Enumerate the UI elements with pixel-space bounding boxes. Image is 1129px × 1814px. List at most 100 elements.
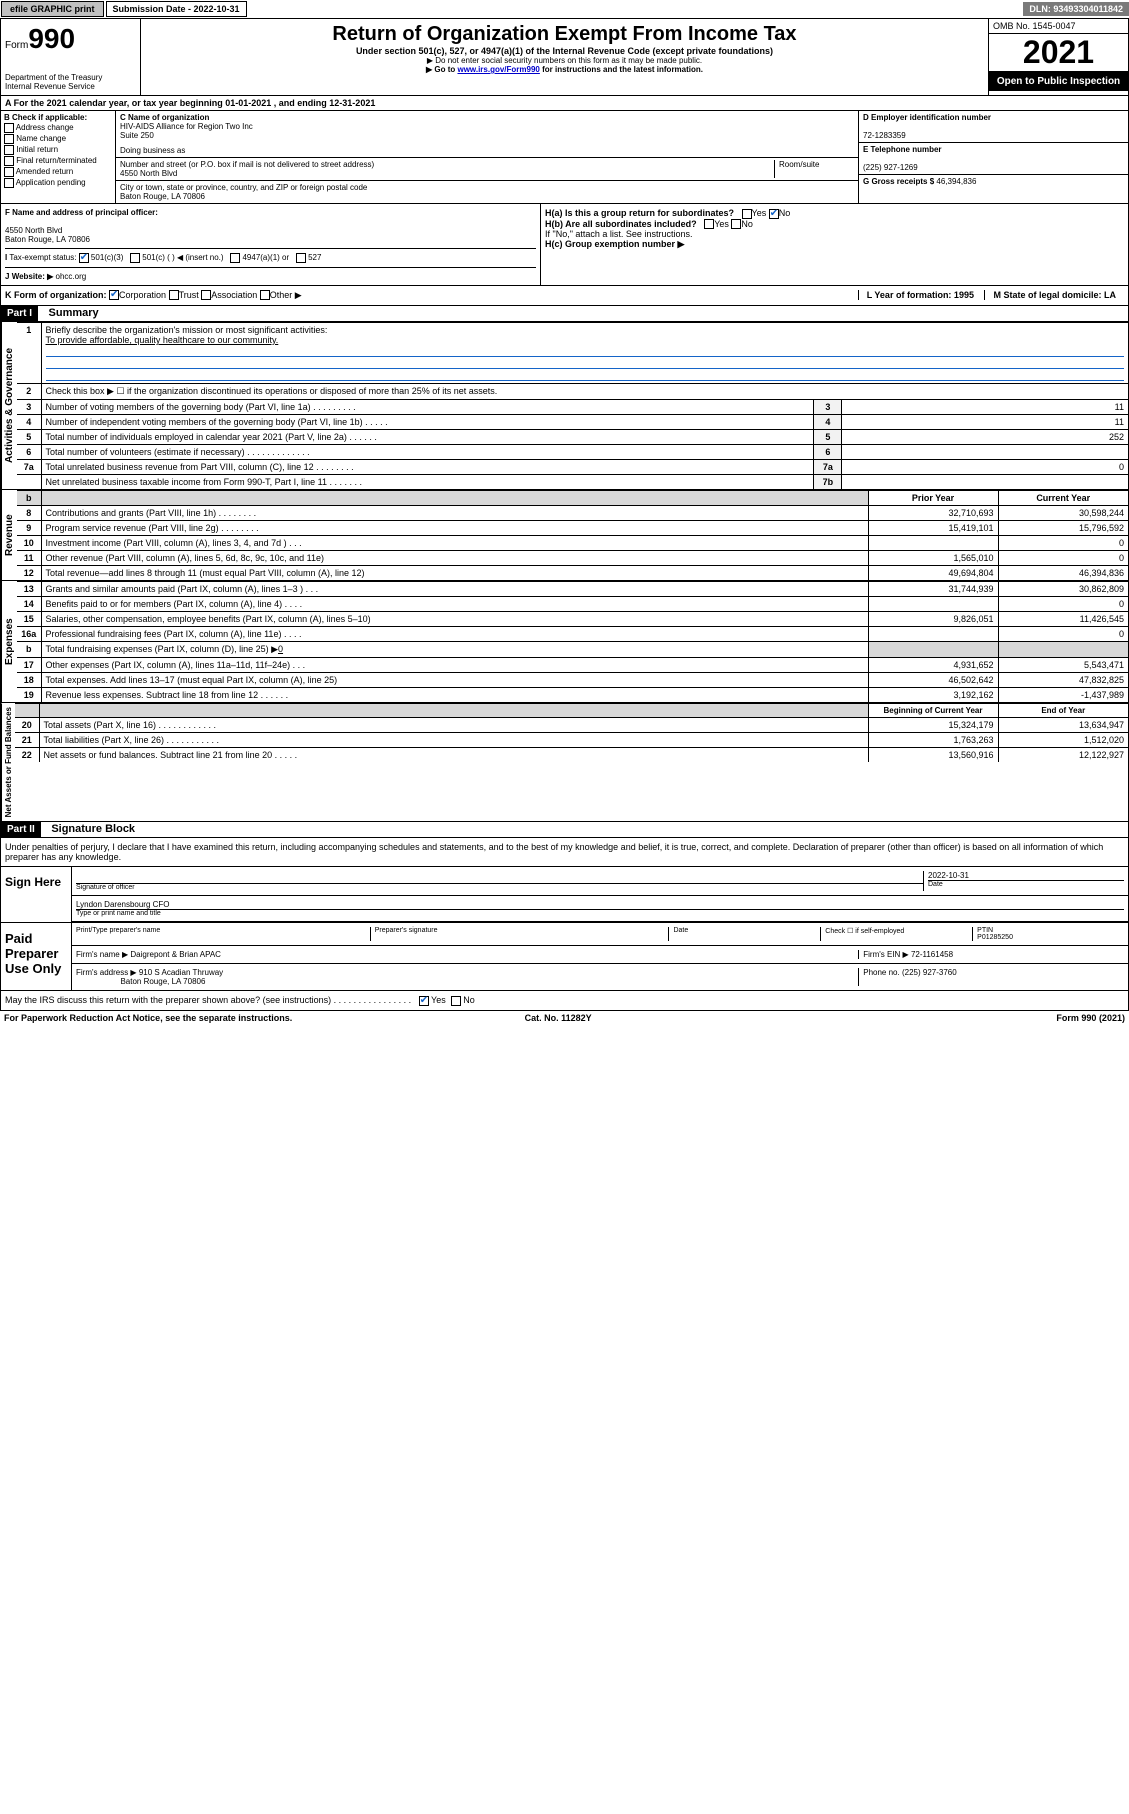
boy-hdr: Beginning of Current Year bbox=[868, 704, 998, 718]
officer-name: Lyndon Darensbourg CFO bbox=[76, 900, 170, 909]
firm-name-label: Firm's name ▶ bbox=[76, 950, 128, 959]
line-20: Total assets (Part X, line 16) . . . . .… bbox=[39, 718, 868, 733]
line-2: Check this box ▶ ☐ if the organization d… bbox=[41, 384, 1128, 400]
g-label: G Gross receipts $ bbox=[863, 177, 934, 186]
val-4: 11 bbox=[842, 415, 1128, 430]
cb-501c[interactable] bbox=[130, 253, 140, 263]
addr-label: Number and street (or P.O. box if mail i… bbox=[120, 160, 374, 169]
val-16ac: 0 bbox=[998, 627, 1128, 642]
efile-button[interactable]: efile GRAPHIC print bbox=[1, 1, 104, 17]
val-6 bbox=[842, 445, 1128, 460]
footer-cat: Cat. No. 11282Y bbox=[525, 1013, 592, 1023]
val-14p bbox=[868, 597, 998, 612]
line-6: Total number of volunteers (estimate if … bbox=[41, 445, 814, 460]
j-label: Website: ▶ bbox=[12, 272, 54, 281]
line-7b: Net unrelated business taxable income fr… bbox=[41, 475, 814, 490]
prep-name-label: Print/Type preparer's name bbox=[76, 927, 371, 941]
line-5: Total number of individuals employed in … bbox=[41, 430, 814, 445]
phone-label: Phone no. bbox=[863, 968, 899, 977]
submission-date: Submission Date - 2022-10-31 bbox=[106, 1, 247, 17]
section-expenses: Expenses bbox=[1, 581, 17, 702]
line-18: Total expenses. Add lines 13–17 (must eq… bbox=[41, 673, 868, 688]
val-20p: 15,324,179 bbox=[868, 718, 998, 733]
room-suite-label: Room/suite bbox=[774, 160, 854, 178]
k-label: K Form of organization: bbox=[5, 290, 107, 301]
line-10: Investment income (Part VIII, column (A)… bbox=[41, 536, 868, 551]
cb-name-change[interactable]: Name change bbox=[4, 134, 112, 144]
val-7b bbox=[842, 475, 1128, 490]
cb-assoc[interactable] bbox=[201, 290, 211, 300]
form-number: 990 bbox=[28, 23, 75, 54]
sig-date-label: Date bbox=[928, 880, 1124, 888]
hb-label: H(b) Are all subordinates included? bbox=[545, 219, 697, 229]
ein: 72-1283359 bbox=[863, 131, 906, 140]
cb-hb-yes[interactable] bbox=[704, 219, 714, 229]
cb-ha-no[interactable] bbox=[769, 209, 779, 219]
firm-addr1: 910 S Acadian Thruway bbox=[139, 968, 223, 977]
val-15c: 11,426,545 bbox=[998, 612, 1128, 627]
row-a: A For the 2021 calendar year, or tax yea… bbox=[0, 96, 1129, 111]
cb-other[interactable] bbox=[260, 290, 270, 300]
section-revenue: Revenue bbox=[1, 490, 17, 580]
footer-left: For Paperwork Reduction Act Notice, see … bbox=[4, 1013, 292, 1023]
cb-discuss-yes[interactable] bbox=[419, 996, 429, 1006]
cb-discuss-no[interactable] bbox=[451, 996, 461, 1006]
val-21c: 1,512,020 bbox=[998, 733, 1128, 748]
val-8p: 32,710,693 bbox=[868, 506, 998, 521]
tax-year: 2021 bbox=[989, 34, 1128, 72]
val-11c: 0 bbox=[998, 551, 1128, 566]
val-13c: 30,862,809 bbox=[998, 582, 1128, 597]
line-14: Benefits paid to or for members (Part IX… bbox=[41, 597, 868, 612]
hb-note: If "No," attach a list. See instructions… bbox=[545, 229, 1124, 239]
cb-corp[interactable] bbox=[109, 290, 119, 300]
val-7a: 0 bbox=[842, 460, 1128, 475]
val-15p: 9,826,051 bbox=[868, 612, 998, 627]
cb-501c3[interactable] bbox=[79, 253, 89, 263]
footer-right: Form 990 (2021) bbox=[1056, 1013, 1125, 1023]
line-22: Net assets or fund balances. Subtract li… bbox=[39, 748, 868, 763]
val-19c: -1,437,989 bbox=[998, 688, 1128, 703]
cb-application-pending[interactable]: Application pending bbox=[4, 178, 112, 188]
d-label: D Employer identification number bbox=[863, 113, 991, 122]
val-10c: 0 bbox=[998, 536, 1128, 551]
org-address: 4550 North Blvd bbox=[120, 169, 177, 178]
firm-addr-label: Firm's address ▶ bbox=[76, 968, 137, 977]
cb-hb-no[interactable] bbox=[731, 219, 741, 229]
firm-addr2: Baton Rouge, LA 70806 bbox=[120, 977, 205, 986]
sig-date-val: 2022-10-31 bbox=[928, 871, 969, 880]
cb-amended-return[interactable]: Amended return bbox=[4, 167, 112, 177]
eoy-hdr: End of Year bbox=[998, 704, 1128, 718]
cb-4947[interactable] bbox=[230, 253, 240, 263]
irs-link[interactable]: www.irs.gov/Form990 bbox=[457, 65, 539, 74]
val-22c: 12,122,927 bbox=[998, 748, 1128, 763]
val-18p: 46,502,642 bbox=[868, 673, 998, 688]
ptin-label: PTIN bbox=[977, 927, 993, 934]
cb-527[interactable] bbox=[296, 253, 306, 263]
section-activities-governance: Activities & Governance bbox=[1, 322, 17, 489]
cb-ha-yes[interactable] bbox=[742, 209, 752, 219]
prior-year-hdr: Prior Year bbox=[868, 491, 998, 506]
discuss-question: May the IRS discuss this return with the… bbox=[5, 995, 411, 1005]
mission: To provide affordable, quality healthcar… bbox=[46, 335, 279, 345]
val-3: 11 bbox=[842, 400, 1128, 415]
part-1-header: Part I bbox=[1, 306, 38, 321]
e-label: E Telephone number bbox=[863, 145, 942, 154]
omb-number: OMB No. 1545-0047 bbox=[989, 19, 1128, 34]
val-9c: 15,796,592 bbox=[998, 521, 1128, 536]
prep-sig-label: Preparer's signature bbox=[371, 927, 670, 941]
val-19p: 3,192,162 bbox=[868, 688, 998, 703]
city-label: City or town, state or province, country… bbox=[120, 183, 367, 192]
val-21p: 1,763,263 bbox=[868, 733, 998, 748]
l-year: L Year of formation: 1995 bbox=[858, 290, 982, 300]
prep-date-label: Date bbox=[669, 927, 821, 941]
cb-initial-return[interactable]: Initial return bbox=[4, 145, 112, 155]
cb-trust[interactable] bbox=[169, 290, 179, 300]
cb-address-change[interactable]: Address change bbox=[4, 123, 112, 133]
form-label: Form990 bbox=[5, 23, 136, 55]
line-15: Salaries, other compensation, employee b… bbox=[41, 612, 868, 627]
firm-phone: (225) 927-3760 bbox=[902, 968, 957, 977]
org-suite: Suite 250 bbox=[120, 131, 154, 140]
val-12p: 49,694,804 bbox=[868, 566, 998, 581]
cb-final-return[interactable]: Final return/terminated bbox=[4, 156, 112, 166]
self-employed-check[interactable]: Check ☐ if self-employed bbox=[821, 927, 973, 941]
